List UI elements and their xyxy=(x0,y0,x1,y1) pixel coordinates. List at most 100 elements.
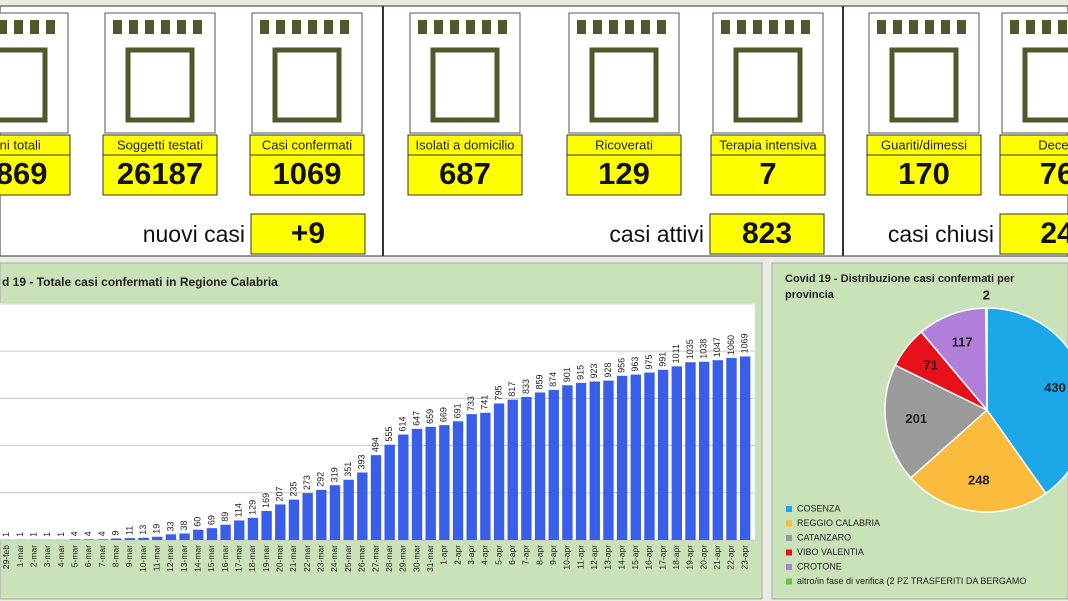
x-tick-label: 12-apr xyxy=(589,545,599,570)
bar xyxy=(329,485,341,540)
value-label: 4 xyxy=(83,531,93,536)
x-tick-label: 9-apr xyxy=(548,545,558,565)
bar xyxy=(83,539,95,540)
value-label: 1060 xyxy=(726,335,736,355)
value-label: 19 xyxy=(152,524,162,534)
icon-figure xyxy=(925,20,934,34)
pie-title: Covid 19 - Distribuzione casi confermati… xyxy=(785,273,1015,301)
icon-figure xyxy=(1010,20,1019,34)
value-label: 494 xyxy=(370,437,380,452)
tile-value-box xyxy=(0,154,71,196)
icon-shape xyxy=(125,47,195,123)
value-label: 273 xyxy=(302,475,312,490)
value-label: 235 xyxy=(288,482,298,497)
icon-figure xyxy=(324,20,333,34)
x-tick-label: 3-mar xyxy=(42,545,52,567)
bar xyxy=(179,533,190,540)
icon-figure xyxy=(276,20,285,34)
tile-label: Deced xyxy=(1038,137,1068,152)
value-label: 1038 xyxy=(699,339,709,359)
icon-figure xyxy=(30,20,39,34)
bar xyxy=(234,520,245,540)
icon-shape xyxy=(430,47,500,123)
value-label: 4 xyxy=(97,531,107,536)
value-label: 169 xyxy=(261,493,271,508)
icon-figure xyxy=(957,20,966,34)
bar xyxy=(712,360,724,540)
bar xyxy=(630,374,641,540)
tile-icon xyxy=(712,12,824,134)
pie-slice xyxy=(920,307,988,413)
icon-shape xyxy=(272,47,342,123)
slice-label: 2 xyxy=(983,287,990,302)
value-label: 1 xyxy=(15,532,25,537)
value-label: 13 xyxy=(138,525,148,535)
value-label: 923 xyxy=(589,363,599,378)
x-tick-label: 19-apr xyxy=(685,545,695,570)
x-tick-label: 13-apr xyxy=(603,545,613,570)
x-tick-label: 19-mar xyxy=(261,545,271,572)
value-label: 319 xyxy=(329,467,339,482)
icon-figure xyxy=(577,20,586,34)
pie-slice xyxy=(986,307,1068,495)
value-label: 928 xyxy=(603,363,613,378)
bar xyxy=(398,434,409,540)
value-label: 874 xyxy=(548,372,558,387)
bar xyxy=(425,426,436,540)
value-label: 11 xyxy=(124,526,134,535)
icon-figure xyxy=(418,20,427,34)
bar xyxy=(739,356,751,540)
icon-shape xyxy=(1022,47,1068,123)
summary-label: casi attivi xyxy=(609,221,704,247)
value-label: 795 xyxy=(493,385,503,400)
icon-figure xyxy=(177,20,186,34)
slice-label: 201 xyxy=(905,411,927,426)
x-tick-label: 21-mar xyxy=(288,545,298,572)
x-tick-label: 4-mar xyxy=(56,545,66,567)
x-tick-label: 23-apr xyxy=(739,545,749,570)
icon-figure xyxy=(893,20,902,34)
x-tick-label: 21-apr xyxy=(712,545,722,570)
bar xyxy=(124,538,136,540)
legend-swatch xyxy=(786,506,792,512)
x-tick-label: 2-mar xyxy=(28,545,38,567)
x-tick-label: 17-mar xyxy=(234,545,244,572)
x-tick-label: 5-apr xyxy=(493,545,503,565)
icon-figure xyxy=(0,20,7,34)
bar xyxy=(316,489,327,540)
pie-title-line: Covid 19 - Distribuzione casi confermati… xyxy=(785,273,1015,285)
value-label: 9 xyxy=(111,530,121,535)
x-tick-label: 30-mar xyxy=(411,545,421,572)
bar xyxy=(685,362,696,540)
legend-swatch xyxy=(786,535,792,541)
slice-label: 117 xyxy=(952,335,973,350)
x-tick-label: 2-apr xyxy=(452,545,462,565)
bar xyxy=(384,444,395,540)
legend-label: altro/in fase di verifica (2 PZ TRASFERI… xyxy=(797,576,1026,586)
icon-figure xyxy=(1026,20,1035,34)
tile-value: 76 xyxy=(1040,156,1068,191)
icon-figure xyxy=(909,20,918,34)
summary-label: nuovi casi xyxy=(143,221,245,247)
icon-shape xyxy=(0,47,48,123)
value-label: 975 xyxy=(644,355,654,370)
icon-figure xyxy=(593,20,602,34)
bar xyxy=(671,366,682,540)
legend-swatch xyxy=(786,549,792,556)
tile-label: Ricoverati xyxy=(595,137,653,152)
x-tick-label: 11-apr xyxy=(575,545,585,569)
slice-label: 71 xyxy=(923,358,937,373)
icon-figure xyxy=(46,20,55,34)
value-label: 69 xyxy=(206,515,216,525)
bar xyxy=(152,536,163,540)
tile-label: Casi confermati xyxy=(262,137,352,152)
value-label: 1 xyxy=(1,532,11,537)
value-label: 393 xyxy=(357,454,367,469)
bar xyxy=(589,381,600,540)
bar xyxy=(616,375,628,540)
icon-figure xyxy=(466,20,475,34)
bar xyxy=(220,524,231,540)
x-tick-label: 6-mar xyxy=(83,545,93,567)
bar xyxy=(726,357,737,540)
